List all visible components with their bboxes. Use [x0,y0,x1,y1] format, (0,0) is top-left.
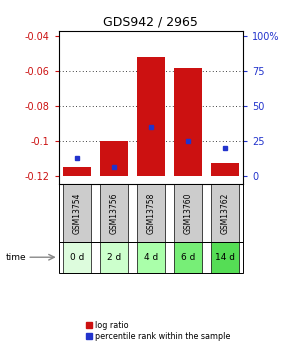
Bar [137,184,165,242]
Bar [174,184,202,242]
Text: GSM13758: GSM13758 [146,193,155,234]
Bar [100,184,128,242]
Text: GSM13760: GSM13760 [183,193,192,234]
Bar [100,242,128,273]
Bar [63,184,91,242]
Bar [211,242,239,273]
Text: 4 d: 4 d [144,253,158,262]
Text: 14 d: 14 d [215,253,235,262]
Text: 0 d: 0 d [70,253,84,262]
Text: GSM13762: GSM13762 [220,193,229,234]
Legend: log ratio, percentile rank within the sample: log ratio, percentile rank within the sa… [86,321,230,341]
Bar [211,164,239,176]
Text: time: time [6,253,26,262]
Bar [63,167,91,176]
Bar [63,242,91,273]
Text: 6 d: 6 d [180,253,195,262]
Bar [137,57,165,176]
Bar [100,141,128,176]
Title: GDS942 / 2965: GDS942 / 2965 [103,16,198,29]
Text: 2 d: 2 d [107,253,121,262]
Bar [174,68,202,176]
Text: GSM13756: GSM13756 [110,193,118,234]
Bar [137,242,165,273]
Bar [174,242,202,273]
Text: GSM13754: GSM13754 [73,193,81,234]
Bar [211,184,239,242]
